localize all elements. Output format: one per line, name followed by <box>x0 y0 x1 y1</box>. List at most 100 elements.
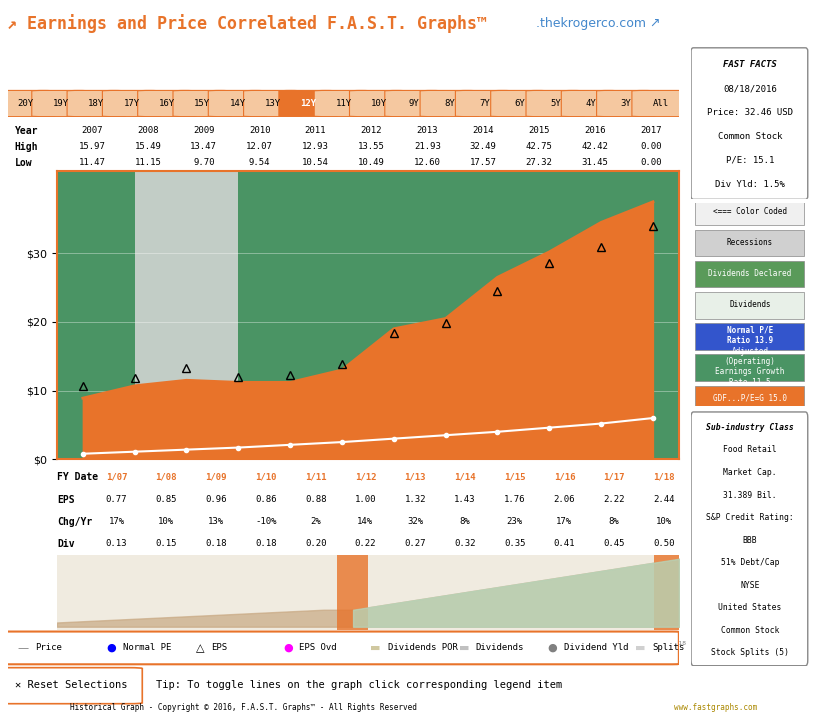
Text: 31.45: 31.45 <box>581 158 608 167</box>
Text: 0.35: 0.35 <box>504 539 525 548</box>
Text: FY09: FY09 <box>405 642 420 646</box>
Text: FY01: FY01 <box>167 642 183 646</box>
Text: ↗ Earnings and Price Correlated F.A.S.T. Graphs™: ↗ Earnings and Price Correlated F.A.S.T.… <box>7 14 487 33</box>
Text: GDF...P/E=G 15.0: GDF...P/E=G 15.0 <box>713 393 787 402</box>
Text: 0.00: 0.00 <box>640 142 662 152</box>
Text: FY Date: FY Date <box>57 471 98 481</box>
Text: Price: 32.46 USD: Price: 32.46 USD <box>707 108 793 117</box>
Text: Div Yld: 1.5%: Div Yld: 1.5% <box>715 179 785 189</box>
Text: 3Y: 3Y <box>620 99 631 108</box>
Text: 13.47: 13.47 <box>190 142 217 152</box>
Text: 20Y: 20Y <box>18 99 34 108</box>
Text: FY97: FY97 <box>50 642 64 646</box>
Text: 0.88: 0.88 <box>305 495 326 504</box>
FancyBboxPatch shape <box>694 323 804 350</box>
Text: EPS: EPS <box>211 644 228 652</box>
Text: 1/14: 1/14 <box>454 472 476 481</box>
Text: ✕ Reset Selections: ✕ Reset Selections <box>15 680 128 691</box>
Text: 1/07: 1/07 <box>106 472 128 481</box>
FancyBboxPatch shape <box>694 355 804 381</box>
Text: FAST FACTS: FAST FACTS <box>723 60 777 69</box>
Text: S&P Credit Rating:: S&P Credit Rating: <box>706 513 793 522</box>
Text: 1.32: 1.32 <box>404 495 426 504</box>
Text: FY07: FY07 <box>346 642 361 646</box>
Text: 1/18: 1/18 <box>653 472 675 481</box>
Text: FY10: FY10 <box>434 642 450 646</box>
FancyBboxPatch shape <box>173 90 232 117</box>
Text: Year: Year <box>15 126 38 136</box>
Text: 2%: 2% <box>311 517 321 526</box>
Text: 2013: 2013 <box>416 126 438 135</box>
FancyBboxPatch shape <box>455 90 514 117</box>
Text: 31.389 Bil.: 31.389 Bil. <box>724 491 776 500</box>
Text: FY14: FY14 <box>553 642 568 646</box>
Text: 1/16: 1/16 <box>554 472 575 481</box>
Text: 2012: 2012 <box>361 126 382 135</box>
Text: 10.49: 10.49 <box>358 158 385 167</box>
FancyBboxPatch shape <box>2 632 679 664</box>
Text: 17%: 17% <box>109 517 124 526</box>
FancyBboxPatch shape <box>350 90 408 117</box>
Text: www.fastgraphs.com: www.fastgraphs.com <box>674 703 757 712</box>
Text: FY11: FY11 <box>464 642 479 646</box>
Text: Dividends POR: Dividends POR <box>388 644 458 652</box>
Text: 0.32: 0.32 <box>454 539 476 548</box>
Text: High: High <box>15 142 38 152</box>
Text: 2015: 2015 <box>528 126 550 135</box>
Text: 0.77: 0.77 <box>106 495 128 504</box>
Text: 14Y: 14Y <box>229 99 246 108</box>
Text: 0.00: 0.00 <box>640 158 662 167</box>
FancyBboxPatch shape <box>694 230 804 256</box>
Text: 12.93: 12.93 <box>302 142 329 152</box>
Text: 1.00: 1.00 <box>354 495 376 504</box>
Text: 1/11: 1/11 <box>305 472 326 481</box>
Text: 2010: 2010 <box>249 126 271 135</box>
Text: Chg/Yr: Chg/Yr <box>57 517 92 527</box>
Text: 12.60: 12.60 <box>414 158 441 167</box>
Text: Dividend Yld: Dividend Yld <box>564 644 628 652</box>
FancyBboxPatch shape <box>694 292 804 318</box>
Text: 13.55: 13.55 <box>358 142 385 152</box>
FancyBboxPatch shape <box>632 90 690 117</box>
Text: 15.49: 15.49 <box>134 142 161 152</box>
Text: Dividends: Dividends <box>729 300 771 309</box>
Text: Normal PE: Normal PE <box>123 644 172 652</box>
Text: FY98: FY98 <box>79 642 94 646</box>
FancyBboxPatch shape <box>561 90 620 117</box>
Text: Market Cap.: Market Cap. <box>724 468 776 477</box>
Text: 9.54: 9.54 <box>249 158 271 167</box>
Text: 42.75: 42.75 <box>526 142 553 152</box>
Text: 2.22: 2.22 <box>603 495 625 504</box>
Text: 1.76: 1.76 <box>504 495 525 504</box>
Text: Common Stock: Common Stock <box>721 626 779 635</box>
FancyBboxPatch shape <box>420 90 479 117</box>
FancyBboxPatch shape <box>694 386 804 412</box>
Text: 12Y: 12Y <box>300 99 316 108</box>
Text: 0.22: 0.22 <box>354 539 376 548</box>
Text: 0.86: 0.86 <box>255 495 276 504</box>
Text: EPS Ovd: EPS Ovd <box>299 644 337 652</box>
Text: Price: Price <box>35 644 62 652</box>
Text: NYSE: NYSE <box>741 581 759 590</box>
Text: Div: Div <box>57 539 75 549</box>
Text: 2017: 2017 <box>640 126 662 135</box>
Text: 2009: 2009 <box>193 126 215 135</box>
Text: FY13: FY13 <box>524 642 538 646</box>
Text: 1/13: 1/13 <box>404 472 426 481</box>
FancyBboxPatch shape <box>137 90 196 117</box>
Text: All: All <box>653 99 669 108</box>
Text: 0.20: 0.20 <box>305 539 326 548</box>
Text: Dividends: Dividends <box>476 644 524 652</box>
Bar <box>654 555 679 630</box>
Text: ●: ● <box>283 643 293 653</box>
Text: 2008: 2008 <box>137 126 159 135</box>
Text: 1/12: 1/12 <box>354 472 376 481</box>
Text: ▬: ▬ <box>371 643 380 653</box>
Text: △: △ <box>196 643 205 653</box>
Text: 0.27: 0.27 <box>404 539 426 548</box>
Text: Food Retail: Food Retail <box>724 446 776 454</box>
Text: ▬: ▬ <box>635 643 646 653</box>
Text: FY00: FY00 <box>138 642 154 646</box>
Text: 17%: 17% <box>556 517 572 526</box>
Text: FY15: FY15 <box>582 642 598 646</box>
